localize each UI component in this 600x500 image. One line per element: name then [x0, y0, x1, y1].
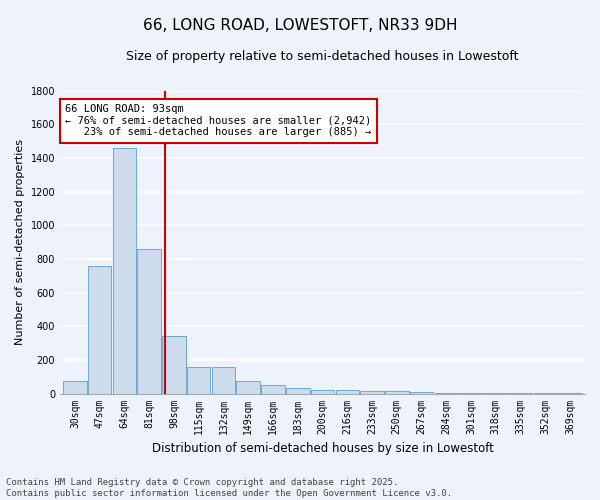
Y-axis label: Number of semi-detached properties: Number of semi-detached properties — [15, 139, 25, 345]
Bar — [360, 391, 384, 394]
Bar — [410, 392, 433, 394]
Title: Size of property relative to semi-detached houses in Lowestoft: Size of property relative to semi-detach… — [126, 50, 519, 63]
Text: Contains HM Land Registry data © Crown copyright and database right 2025.
Contai: Contains HM Land Registry data © Crown c… — [6, 478, 452, 498]
Bar — [236, 381, 260, 394]
Bar — [335, 390, 359, 394]
Bar — [113, 148, 136, 394]
Bar — [311, 390, 334, 394]
Bar — [286, 388, 310, 394]
Bar — [137, 249, 161, 394]
Bar — [385, 391, 409, 394]
Bar — [88, 266, 112, 394]
Bar — [212, 368, 235, 394]
Bar — [187, 366, 211, 394]
Bar — [434, 392, 458, 394]
Bar — [559, 392, 582, 394]
Bar — [261, 385, 285, 394]
Bar — [63, 381, 86, 394]
Bar — [162, 336, 186, 394]
Text: 66, LONG ROAD, LOWESTOFT, NR33 9DH: 66, LONG ROAD, LOWESTOFT, NR33 9DH — [143, 18, 457, 32]
Text: 66 LONG ROAD: 93sqm
← 76% of semi-detached houses are smaller (2,942)
   23% of : 66 LONG ROAD: 93sqm ← 76% of semi-detach… — [65, 104, 371, 138]
X-axis label: Distribution of semi-detached houses by size in Lowestoft: Distribution of semi-detached houses by … — [152, 442, 493, 455]
